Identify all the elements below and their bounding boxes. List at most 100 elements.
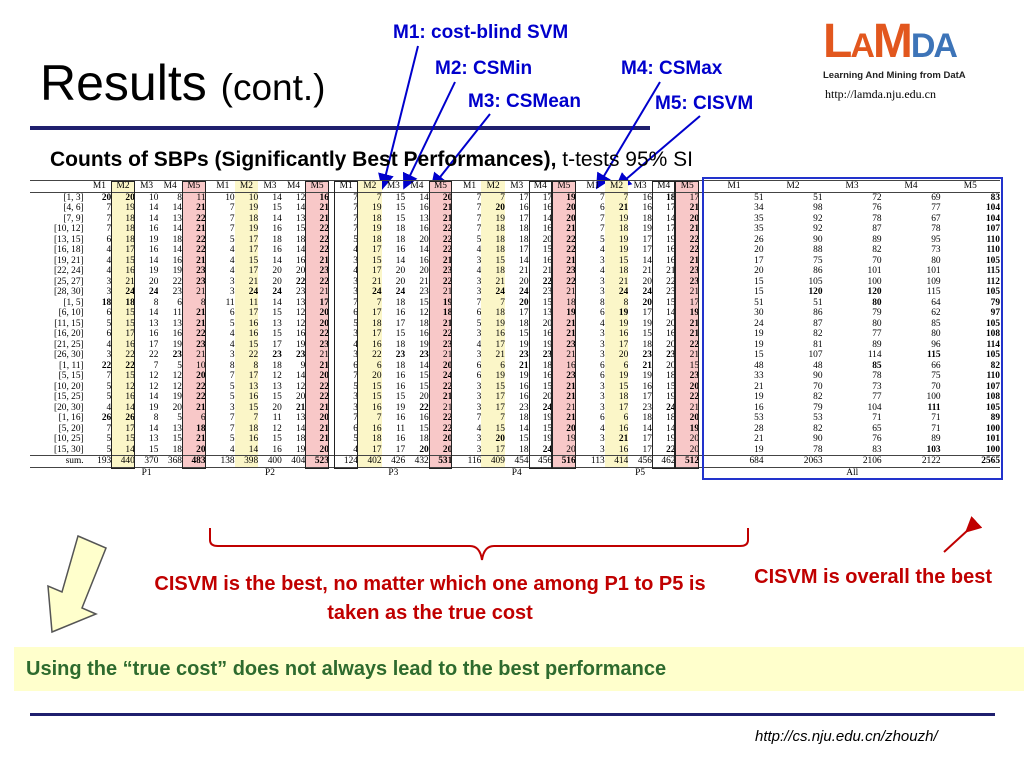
- cell-p4-m3: 23: [519, 350, 529, 360]
- col-header-p2-m3: M3: [258, 180, 282, 193]
- cell-p1-m5: 20: [181, 371, 206, 382]
- cell-all-m2: 90: [813, 371, 823, 381]
- cell-p3-m5: 20: [428, 444, 453, 456]
- cell-p2-m2: 16: [234, 329, 259, 340]
- cell-p1-m3: 15: [149, 444, 159, 455]
- cell-all-m3: 101: [867, 266, 882, 276]
- row-label: [26, 30]: [53, 350, 84, 360]
- cell-p5-m5: 19: [675, 308, 700, 319]
- cell-p5-m5: 20: [675, 444, 700, 456]
- cell-p5-m5: 22: [675, 245, 700, 256]
- bottom-banner: [14, 647, 1024, 691]
- col-header-p2-m4: M4: [281, 180, 306, 193]
- note-cisvm-overall: CISVM is overall the best: [754, 566, 992, 588]
- cell-p1-m5: 23: [181, 339, 206, 350]
- cell-p1-m1: 5: [106, 318, 112, 329]
- cell-p2-m2: 15: [234, 255, 259, 266]
- cell-p5-m4: 17: [666, 224, 676, 234]
- cell-p5-m1: 3: [600, 434, 605, 444]
- cell-p5-m5: 20: [675, 213, 700, 224]
- cell-all-m1: 26: [754, 234, 764, 245]
- cell-all-m5: 100: [985, 423, 1000, 434]
- cell-p2-m3: 400: [258, 455, 282, 468]
- cell-p1-m1: 5: [106, 392, 112, 402]
- cell-p5-m1: 7: [600, 192, 605, 203]
- cell-p1-m3: 14: [149, 203, 159, 213]
- cell-p5-m2: 19: [604, 308, 629, 319]
- cell-p5-m3: 20: [642, 297, 652, 308]
- cell-p3-m5: 22: [428, 245, 453, 256]
- cell-p4-m1: 7: [476, 192, 482, 203]
- cell-all-m5: 97: [990, 308, 1000, 318]
- cell-p2-m2: 17: [234, 266, 259, 277]
- cell-p2-m1: 6: [229, 308, 235, 318]
- cell-all-m4: 70: [931, 381, 941, 392]
- cell-p4-m1: 7: [476, 213, 482, 224]
- cell-p1-m2: 14: [111, 402, 135, 413]
- cell-all-m5: 108: [985, 329, 1000, 339]
- cell-p1-m2: 440: [111, 455, 135, 468]
- cell-p5-m2: 15: [604, 255, 629, 266]
- cell-all-m4: 109: [926, 276, 941, 287]
- cell-all-m2: 82: [813, 423, 823, 434]
- cell-p2-m4: 14: [295, 423, 306, 434]
- cell-p1-m5: 22: [181, 213, 206, 224]
- cell-p1-m5: 21: [181, 287, 206, 298]
- cell-p5-m4: 24: [666, 402, 676, 413]
- cell-p1-m3: 13: [149, 318, 159, 329]
- cell-p1-m3: 12: [149, 371, 159, 381]
- cell-p3-m5: 22: [428, 413, 453, 424]
- cell-p3-m4: 18: [419, 434, 429, 444]
- table-row: [1, 11] 22 22 7 5 10 8 8 18 9 21 6 6 18 14 20 6 6 21 18 16 6 6…: [30, 360, 1000, 371]
- table-row: [1, 16] 26 26 8 5 6 7 7 11 13 20 7 7 16 16 22 7 7 18 19 21 6 6…: [30, 413, 1000, 424]
- cell-p2-m5: 21: [305, 434, 329, 445]
- cell-p5-m3: 18: [642, 339, 652, 350]
- cell-all-m1: 51: [754, 297, 764, 308]
- cell-p2-m3: 13: [272, 318, 282, 329]
- cell-p5-m2: 21: [604, 434, 629, 445]
- cell-p2-m2: 14: [234, 444, 259, 456]
- cell-p4-m4: 20: [542, 318, 553, 329]
- cell-all-m5: 115: [986, 266, 1000, 276]
- col-header-all-m5: M5: [940, 180, 1000, 193]
- cell-p2-m3: 23: [272, 350, 282, 360]
- cell-p1-m1: 26: [101, 413, 112, 423]
- group-label-p5: P5: [635, 467, 646, 478]
- cell-p4-m2: 17: [481, 402, 505, 413]
- cell-p3-m3: 15: [395, 392, 406, 402]
- cell-p1-m1: 6: [106, 234, 112, 245]
- cell-p1-m4: 16: [172, 329, 182, 339]
- cell-p3-m5: 19: [428, 297, 453, 308]
- cell-all-m5: 110: [986, 245, 1000, 255]
- cell-p3-m1: 6: [353, 360, 358, 371]
- cell-p4-m5: 16: [552, 360, 576, 371]
- cell-p2-m2: 19: [234, 203, 259, 214]
- cell-p1-m1: 18: [101, 297, 112, 308]
- row-label: sum.: [30, 455, 88, 468]
- cell-p3-m1: 7: [353, 213, 358, 224]
- arrow-m5: [614, 115, 701, 189]
- cell-all-m5: 82: [990, 360, 1000, 371]
- cell-all-m3: 65: [872, 423, 882, 434]
- cell-p4-m5: 21: [552, 381, 576, 392]
- box-p3-m1: [334, 180, 358, 469]
- cell-p3-m4: 14: [419, 192, 429, 203]
- cell-p4-m1: 3: [476, 402, 482, 413]
- cell-p1-m5: 18: [181, 423, 206, 434]
- col-header-p2-m2: M2: [234, 180, 259, 193]
- group-label-p3: P3: [388, 467, 399, 478]
- cell-all-m1: 35: [754, 213, 764, 224]
- cell-p2-m4: 14: [295, 371, 306, 381]
- cell-p4-m2: 18: [481, 224, 505, 235]
- cell-p1-m4: 15: [172, 434, 182, 444]
- cell-p1-m3: 16: [149, 224, 159, 234]
- cell-p1-m4: 14: [172, 224, 182, 234]
- cell-p5-m1: 6: [600, 360, 605, 371]
- table-row: [13, 15] 6 18 19 18 22 5 17 18 18 22 5 18 18 20 22 5 18 18…: [30, 234, 1000, 245]
- group-label-p1: P1: [141, 467, 152, 478]
- cell-p1-m3: 10: [149, 192, 159, 203]
- cell-p4-m5: 21: [552, 350, 576, 361]
- results-table: M1 M2 M3 M4 M5 M1 M2 M3 M4 M5 M1 M2 M3 M4 M5 M1 M2 M3 M4 M5…: [30, 180, 1000, 478]
- cell-p4-m4: 13: [542, 308, 553, 318]
- cell-p5-m3: 17: [642, 245, 652, 255]
